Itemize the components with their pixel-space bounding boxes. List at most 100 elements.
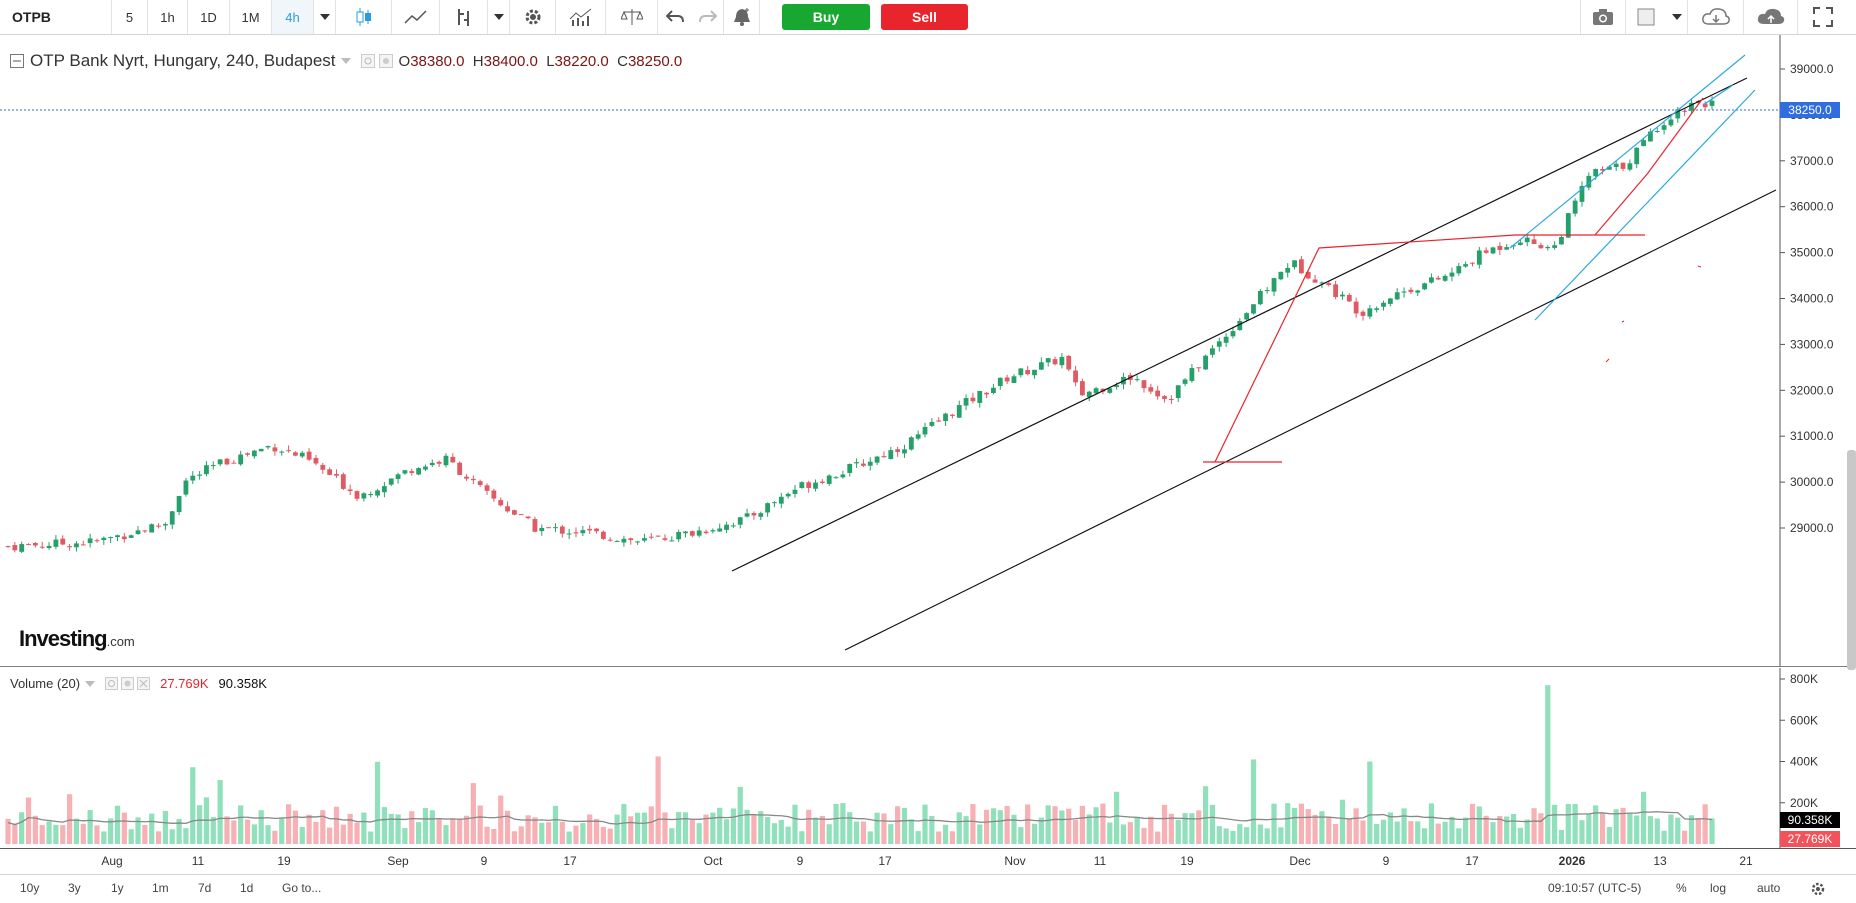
load-chart-button[interactable]	[1688, 0, 1744, 34]
candle-body	[867, 461, 873, 466]
candle-body	[922, 427, 928, 435]
range-1m[interactable]: 1m	[152, 881, 169, 895]
candle-body	[19, 544, 25, 552]
sell-button[interactable]: Sell	[881, 4, 968, 30]
red-projection-line[interactable]	[1594, 97, 1704, 236]
camera-icon	[1593, 9, 1613, 25]
percent-toggle[interactable]: %	[1676, 881, 1687, 895]
candle-body	[115, 535, 120, 538]
drawing-tools-button[interactable]	[440, 0, 488, 34]
goto-button[interactable]: Go to...	[282, 881, 322, 895]
visibility-icon[interactable]	[105, 677, 119, 690]
auto-toggle[interactable]: auto	[1757, 881, 1781, 895]
log-toggle[interactable]: log	[1710, 881, 1727, 895]
price-chart[interactable]: 39000.038000.037000.036000.035000.034000…	[0, 35, 1856, 667]
range-7d[interactable]: 7d	[198, 881, 212, 895]
candle-body	[1600, 168, 1605, 171]
red-trend-line[interactable]	[1214, 234, 1645, 463]
interval-1h[interactable]: 1h	[148, 0, 188, 34]
candle-body	[258, 448, 264, 452]
interval-5[interactable]: 5	[112, 0, 148, 34]
interval-4h[interactable]: 4h	[272, 0, 314, 34]
candle-body	[190, 475, 196, 481]
chart-legend: OTP Bank Nyrt, Hungary, 240, Budapest O3…	[10, 51, 682, 71]
line-chart-button[interactable]	[392, 0, 440, 34]
collapse-icon[interactable]	[10, 54, 24, 68]
blue-channel-mid[interactable]	[1702, 84, 1734, 106]
volume-bar	[1244, 827, 1250, 844]
range-10y[interactable]: 10y	[20, 881, 40, 895]
close-icon[interactable]	[137, 677, 151, 690]
candle-body	[1627, 163, 1633, 170]
volume-bar	[504, 810, 511, 844]
drawing-tools-dropdown[interactable]	[488, 0, 510, 34]
channel-upper-line[interactable]	[731, 77, 1748, 572]
volume-bar	[477, 805, 483, 844]
range-1y[interactable]: 1y	[111, 881, 124, 895]
interval-1m[interactable]: 1M	[230, 0, 272, 34]
chevron-down-icon[interactable]	[85, 680, 96, 687]
fullscreen-button[interactable]	[1798, 0, 1848, 34]
compare-button[interactable]	[606, 0, 658, 34]
candle-body	[142, 530, 148, 532]
volume-bar	[422, 808, 429, 844]
channel-lower-line[interactable]	[844, 189, 1777, 651]
blue-channel-upper[interactable]	[1509, 54, 1746, 249]
time-tick-label: 2026	[1559, 854, 1586, 868]
volume-bar	[1654, 818, 1660, 844]
alert-button[interactable]	[724, 0, 760, 34]
candle-body	[251, 450, 257, 457]
indicators-button[interactable]	[556, 0, 606, 34]
volume-chart[interactable]: 800K 600K 400K 200K	[0, 668, 1856, 848]
vertical-scrollbar[interactable]	[1847, 450, 1856, 670]
range-1d[interactable]: 1d	[240, 881, 254, 895]
candle-body	[936, 420, 942, 422]
candlestick-type-button[interactable]	[336, 0, 392, 34]
volume-bar	[1394, 821, 1400, 844]
candle-body	[1018, 368, 1024, 376]
candle-body	[1661, 125, 1667, 130]
candle-body	[1244, 313, 1250, 320]
volume-bar	[128, 829, 134, 844]
interval-1d[interactable]: 1D	[188, 0, 230, 34]
volume-bar	[1367, 761, 1373, 844]
candle-body	[1593, 169, 1599, 177]
volume-bar	[847, 812, 853, 844]
blue-channel-lower[interactable]	[1534, 89, 1756, 321]
volume-bar	[1449, 816, 1455, 844]
drawings-layer[interactable]	[731, 54, 1777, 651]
volume-bar	[710, 812, 716, 844]
save-chart-button[interactable]	[1744, 0, 1798, 34]
interval-dropdown[interactable]	[314, 0, 336, 34]
color-dropdown[interactable]	[1666, 0, 1688, 34]
candle-body	[1038, 362, 1044, 370]
volume-bar	[771, 823, 778, 844]
screenshot-button[interactable]	[1580, 0, 1626, 34]
volume-bar	[1271, 803, 1277, 844]
color-button[interactable]	[1626, 0, 1666, 34]
range-3y[interactable]: 3y	[68, 881, 81, 895]
chevron-down-icon[interactable]	[340, 58, 351, 64]
symbol-search-input[interactable]: OTPB	[0, 0, 112, 34]
redo-button[interactable]	[692, 0, 724, 34]
time-axis[interactable]: Aug 11 19 Sep 9 17 Oct 9 17 Nov 11 19 Dec 9 17 2026 13 21	[0, 848, 1856, 874]
volume-bar	[306, 814, 312, 844]
volume-bar	[1695, 819, 1701, 844]
series-settings-icon[interactable]	[378, 54, 393, 68]
volume-bar	[1175, 819, 1181, 844]
volume-bar	[758, 811, 764, 844]
time-tick-label: 13	[1653, 854, 1667, 868]
volume-bar	[1360, 820, 1366, 844]
volume-settings-icon[interactable]	[121, 677, 135, 690]
settings-button[interactable]	[510, 0, 556, 34]
settings-icon[interactable]	[1810, 881, 1826, 897]
candle-body	[861, 463, 866, 466]
buy-button[interactable]: Buy	[782, 4, 870, 30]
visibility-icon[interactable]	[360, 54, 375, 68]
volume-bar	[730, 808, 736, 844]
clock-time: 09:10:57 (UTC-5)	[1548, 881, 1642, 895]
volume-bar	[1079, 805, 1086, 844]
undo-button[interactable]	[658, 0, 692, 34]
candle-body	[1052, 359, 1058, 365]
volume-bar	[860, 821, 867, 844]
